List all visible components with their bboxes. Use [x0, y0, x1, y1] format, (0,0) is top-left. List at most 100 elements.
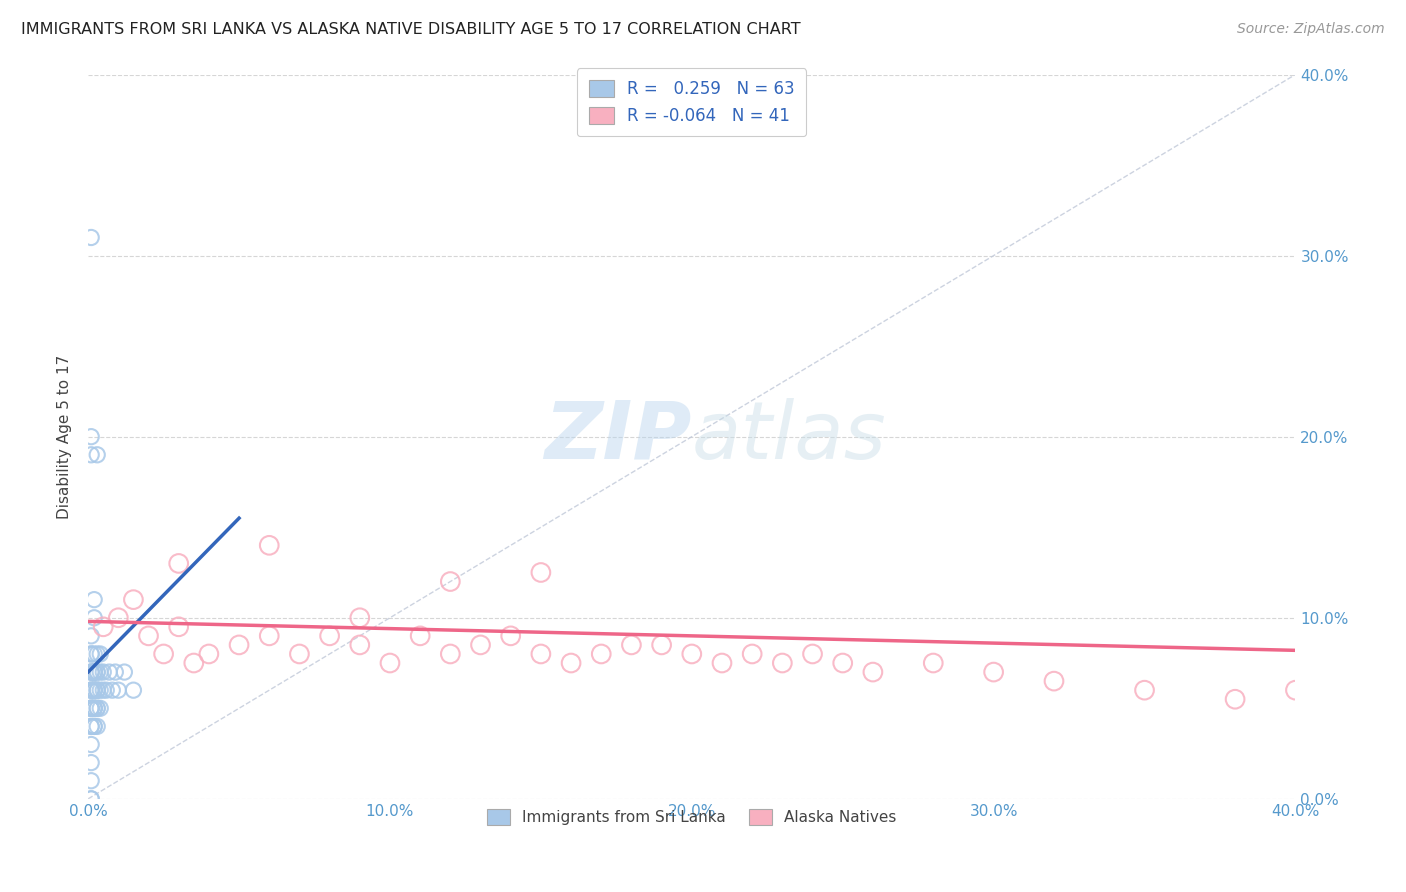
Point [80, 683, 103, 698]
Legend: Immigrants from Sri Lanka, Alaska Natives: Immigrants from Sri Lanka, Alaska Native… [478, 800, 905, 835]
Point [80, 701, 103, 715]
Point [89, 701, 111, 715]
Point [83, 701, 105, 715]
Point [167, 620, 190, 634]
Point [349, 611, 371, 625]
Point [831, 656, 853, 670]
Point [80, 647, 103, 661]
Point [86, 701, 108, 715]
Point [378, 656, 401, 670]
Point [91, 620, 114, 634]
Point [80, 647, 103, 661]
Point [318, 629, 340, 643]
Point [80, 701, 103, 715]
Point [770, 656, 793, 670]
Point [112, 665, 135, 679]
Point [86, 665, 108, 679]
Point [439, 574, 461, 589]
Point [98, 665, 121, 679]
Text: Source: ZipAtlas.com: Source: ZipAtlas.com [1237, 22, 1385, 37]
Text: IMMIGRANTS FROM SRI LANKA VS ALASKA NATIVE DISABILITY AGE 5 TO 17 CORRELATION CH: IMMIGRANTS FROM SRI LANKA VS ALASKA NATI… [21, 22, 800, 37]
Point [228, 638, 250, 652]
Point [152, 647, 174, 661]
Point [80, 773, 103, 788]
Point [80, 792, 103, 806]
Point [922, 656, 945, 670]
Point [591, 647, 613, 661]
Point [83, 719, 105, 733]
Point [1223, 692, 1246, 706]
Point [257, 629, 280, 643]
Point [83, 665, 105, 679]
Point [80, 665, 103, 679]
Point [651, 638, 673, 652]
Point [1043, 674, 1066, 689]
Point [681, 647, 703, 661]
Point [80, 683, 103, 698]
Point [80, 230, 103, 244]
Point [83, 665, 105, 679]
Point [83, 665, 105, 679]
Point [80, 792, 103, 806]
Point [983, 665, 1005, 679]
Point [83, 592, 105, 607]
Point [91, 665, 114, 679]
Point [122, 683, 145, 698]
Point [86, 665, 108, 679]
Point [80, 665, 103, 679]
Point [80, 738, 103, 752]
Point [89, 683, 111, 698]
Text: ZIP: ZIP [544, 398, 692, 475]
Point [257, 538, 280, 552]
Point [80, 701, 103, 715]
Point [80, 665, 103, 679]
Point [86, 448, 108, 462]
Point [409, 629, 432, 643]
Point [862, 665, 884, 679]
Point [1133, 683, 1156, 698]
Point [83, 647, 105, 661]
Point [80, 448, 103, 462]
Point [198, 647, 221, 661]
Point [83, 683, 105, 698]
Point [86, 683, 108, 698]
Point [183, 656, 205, 670]
Point [80, 683, 103, 698]
Y-axis label: Disability Age 5 to 17: Disability Age 5 to 17 [58, 354, 72, 519]
Point [530, 566, 553, 580]
Point [91, 683, 114, 698]
Point [83, 701, 105, 715]
Point [86, 647, 108, 661]
Point [530, 647, 553, 661]
Point [83, 701, 105, 715]
Point [83, 683, 105, 698]
Point [86, 683, 108, 698]
Point [89, 647, 111, 661]
Point [86, 719, 108, 733]
Point [86, 701, 108, 715]
Point [80, 629, 103, 643]
Point [83, 665, 105, 679]
Point [104, 665, 127, 679]
Point [711, 656, 734, 670]
Point [83, 683, 105, 698]
Point [439, 647, 461, 661]
Point [80, 719, 103, 733]
Point [80, 719, 103, 733]
Point [620, 638, 643, 652]
Point [138, 629, 160, 643]
Point [499, 629, 522, 643]
Point [349, 638, 371, 652]
Point [560, 656, 582, 670]
Point [741, 647, 763, 661]
Point [83, 701, 105, 715]
Point [288, 647, 311, 661]
Point [96, 683, 118, 698]
Point [80, 756, 103, 770]
Point [801, 647, 824, 661]
Point [1284, 683, 1306, 698]
Point [107, 683, 129, 698]
Point [89, 665, 111, 679]
Point [80, 430, 103, 444]
Point [83, 683, 105, 698]
